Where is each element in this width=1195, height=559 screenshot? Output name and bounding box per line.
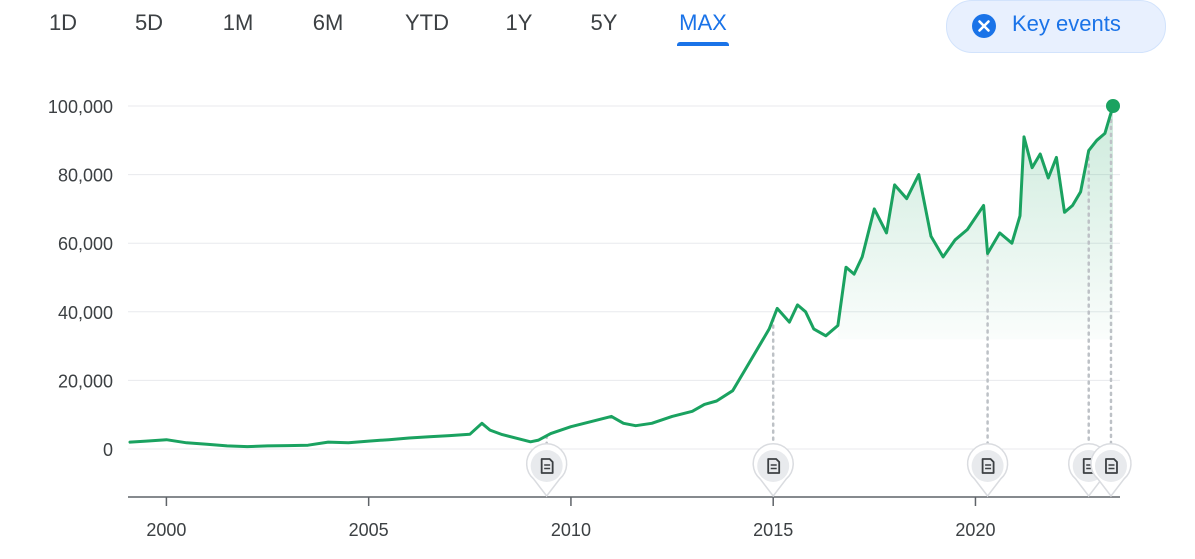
x-tick-label: 2015	[753, 520, 793, 540]
x-tick-label: 2000	[146, 520, 186, 540]
x-axis: 2000 2005 2010 2015 2020	[128, 496, 1120, 540]
area-fill	[837, 106, 1113, 340]
x-tick-label: 2005	[349, 520, 389, 540]
tab-max[interactable]: MAX	[679, 10, 727, 35]
tab-6m[interactable]: 6M	[312, 10, 344, 35]
price-line-group	[128, 99, 1120, 449]
tab-1y[interactable]: 1Y	[505, 10, 533, 35]
tab-1m[interactable]: 1M	[222, 10, 254, 35]
price-line	[128, 104, 1115, 449]
key-event-pin[interactable]	[966, 443, 1009, 498]
key-events-button[interactable]: Key events	[946, 0, 1166, 53]
tab-5d[interactable]: 5D	[134, 10, 164, 35]
last-price-dot	[1106, 99, 1120, 113]
pin-circle	[1094, 450, 1127, 482]
y-tick-label: 80,000	[58, 166, 113, 186]
pin-circle	[530, 450, 563, 482]
document-icon	[981, 458, 995, 474]
key-events-label: Key events	[1012, 11, 1121, 36]
document-icon	[540, 458, 554, 474]
y-tick-label: 40,000	[58, 303, 113, 323]
key-event-pin[interactable]	[1090, 443, 1132, 498]
x-tick-label: 2010	[551, 520, 591, 540]
pin-circle	[971, 450, 1004, 482]
x-tick-label: 2020	[955, 520, 995, 540]
active-tab-indicator	[677, 42, 729, 46]
range-tabs: 1D 5D 1M 6M YTD 1Y 5Y MAX	[0, 0, 900, 60]
y-tick-label: 100,000	[48, 97, 113, 117]
tab-1d[interactable]: 1D	[48, 10, 78, 35]
key-event-lines	[545, 111, 1113, 449]
document-icon	[1105, 458, 1118, 474]
y-axis-labels: 0 20,000 40,000 60,000 80,000 100,000	[48, 97, 113, 460]
document-icon	[767, 458, 781, 474]
y-tick-label: 20,000	[58, 371, 113, 391]
tab-5y[interactable]: 5Y	[590, 10, 618, 35]
y-tick-label: 60,000	[58, 234, 113, 254]
key-event-pin[interactable]	[752, 443, 794, 498]
tab-ytd[interactable]: YTD	[405, 10, 449, 35]
close-circle-icon	[972, 14, 996, 38]
key-event-markers	[525, 443, 1132, 498]
key-event-pin[interactable]	[525, 443, 568, 498]
pin-circle	[757, 450, 790, 482]
area-under-line	[837, 106, 1113, 340]
y-tick-label: 0	[103, 440, 113, 460]
